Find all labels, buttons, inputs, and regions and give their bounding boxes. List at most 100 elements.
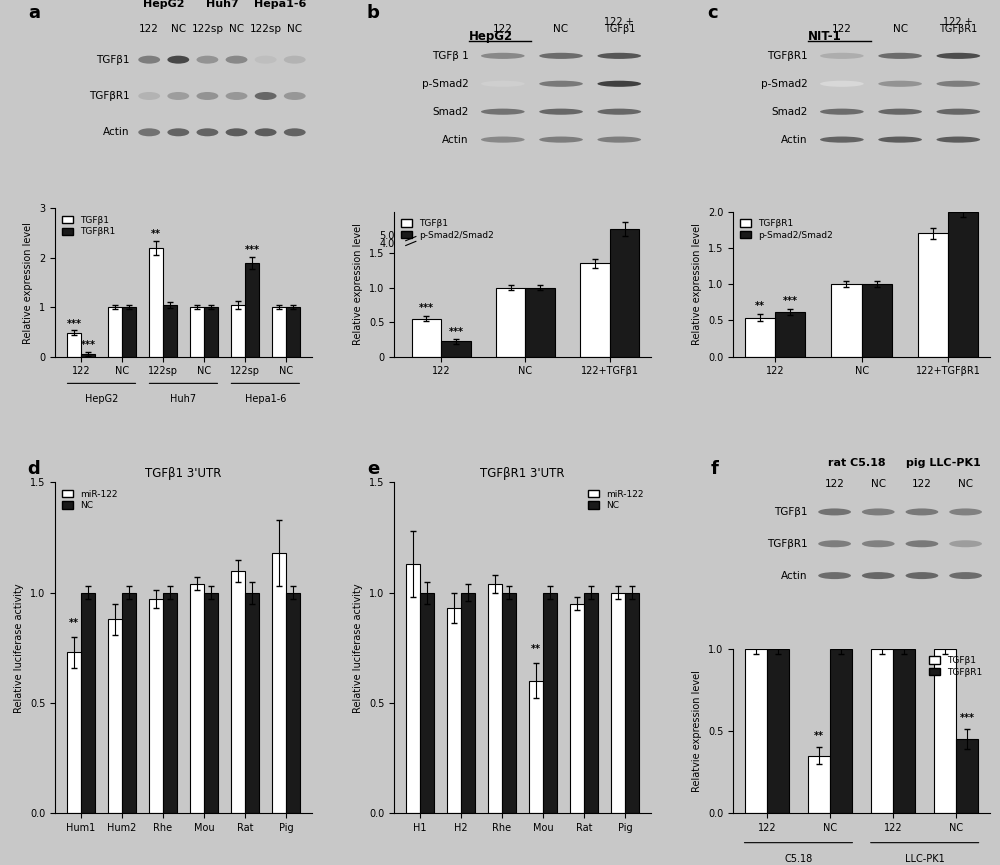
Bar (830, 649, 852, 813)
Bar (231, 304, 245, 356)
Text: ***: *** (66, 318, 81, 329)
Text: ***: *** (960, 713, 975, 723)
Ellipse shape (167, 55, 189, 64)
Bar (611, 593, 625, 813)
Bar (956, 740, 978, 813)
Bar (893, 649, 915, 813)
Legend: miR-122, NC: miR-122, NC (60, 487, 120, 513)
Text: TGFβR1: TGFβR1 (767, 51, 808, 61)
Ellipse shape (949, 541, 982, 548)
Text: **: ** (69, 618, 79, 628)
Text: 122 +: 122 + (604, 17, 634, 28)
Text: rat C5.18: rat C5.18 (828, 458, 885, 468)
Text: NC: NC (958, 479, 973, 490)
Text: NIT-1: NIT-1 (808, 30, 841, 43)
Ellipse shape (481, 109, 525, 115)
Bar (412, 318, 441, 356)
Text: 122: 122 (139, 23, 159, 34)
Text: f: f (710, 460, 718, 478)
Text: NC: NC (871, 479, 886, 490)
Ellipse shape (862, 541, 895, 548)
Text: d: d (27, 460, 40, 478)
Text: NC: NC (229, 23, 244, 34)
Bar (245, 263, 259, 356)
Bar (775, 311, 805, 356)
Bar (149, 599, 163, 813)
Bar (245, 593, 259, 813)
Bar (610, 229, 639, 356)
Text: C5.18: C5.18 (784, 854, 813, 864)
Bar (67, 333, 81, 356)
Bar (808, 756, 830, 813)
Ellipse shape (949, 509, 982, 516)
Ellipse shape (936, 137, 980, 143)
Ellipse shape (255, 92, 277, 100)
Bar (272, 307, 286, 356)
Bar (570, 604, 584, 813)
Text: NC: NC (553, 24, 569, 34)
Ellipse shape (138, 92, 160, 100)
Ellipse shape (818, 572, 851, 579)
Y-axis label: Relative expression level: Relative expression level (692, 223, 702, 345)
Text: TGFβR1: TGFβR1 (89, 91, 129, 101)
Ellipse shape (878, 137, 922, 143)
Text: Actin: Actin (103, 127, 129, 138)
Bar (502, 593, 516, 813)
Y-axis label: Relative luciferase activity: Relative luciferase activity (353, 583, 363, 713)
Text: Actin: Actin (781, 571, 808, 580)
Ellipse shape (820, 53, 864, 59)
Ellipse shape (539, 80, 583, 86)
Text: pig LLC-PK1: pig LLC-PK1 (906, 458, 981, 468)
Bar (496, 288, 525, 356)
Bar (447, 608, 461, 813)
Bar (122, 307, 136, 356)
Text: 122sp: 122sp (191, 23, 223, 34)
Ellipse shape (820, 80, 864, 86)
Text: Hepa1-6: Hepa1-6 (254, 0, 306, 10)
Bar (286, 307, 300, 356)
Text: b: b (366, 3, 379, 22)
Bar (272, 553, 286, 813)
Text: 122: 122 (493, 24, 513, 34)
Ellipse shape (906, 541, 938, 548)
Text: 4.0: 4.0 (380, 239, 395, 249)
Y-axis label: Relatvie expression level: Relatvie expression level (692, 670, 702, 792)
Ellipse shape (284, 55, 306, 64)
Text: ***: *** (245, 245, 260, 255)
Ellipse shape (196, 92, 218, 100)
Bar (948, 212, 978, 356)
Text: ***: *** (448, 327, 463, 336)
Text: Huh7: Huh7 (206, 0, 238, 10)
Text: TGFβ1: TGFβ1 (774, 507, 808, 517)
Ellipse shape (906, 509, 938, 516)
Bar (108, 307, 122, 356)
Y-axis label: Relative expression level: Relative expression level (353, 223, 363, 345)
Ellipse shape (539, 137, 583, 143)
Ellipse shape (597, 137, 641, 143)
Text: **: ** (755, 301, 765, 311)
Text: 122sp: 122sp (250, 23, 282, 34)
Ellipse shape (167, 128, 189, 137)
Text: Smad2: Smad2 (771, 106, 808, 117)
Text: 122: 122 (912, 479, 932, 490)
Y-axis label: Relative expression level: Relative expression level (23, 221, 33, 343)
Text: **: ** (531, 644, 541, 654)
Bar (163, 304, 177, 356)
Ellipse shape (936, 53, 980, 59)
Legend: TGFβ1, p-Smad2/Smad2: TGFβ1, p-Smad2/Smad2 (399, 216, 497, 242)
Bar (461, 593, 475, 813)
Text: 5.0: 5.0 (379, 231, 395, 240)
Ellipse shape (226, 55, 247, 64)
Text: a: a (28, 3, 40, 22)
Bar (163, 593, 177, 813)
Text: TGFβ1: TGFβ1 (604, 24, 635, 34)
Ellipse shape (226, 92, 247, 100)
Bar (67, 652, 81, 813)
Title: TGFβR1 3'UTR: TGFβR1 3'UTR (480, 467, 565, 480)
Title: TGFβ1 3'UTR: TGFβ1 3'UTR (145, 467, 222, 480)
Bar (745, 649, 767, 813)
Bar (420, 593, 434, 813)
Bar (745, 317, 775, 356)
Bar (231, 571, 245, 813)
Ellipse shape (481, 53, 525, 59)
